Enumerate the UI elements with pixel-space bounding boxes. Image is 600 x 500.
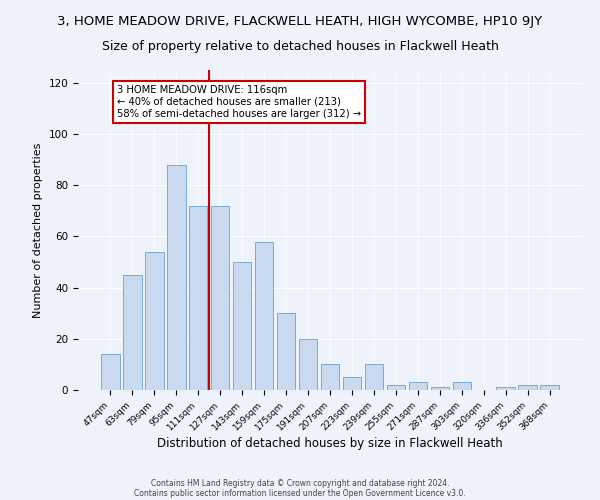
Bar (189, 206, 208, 390)
Bar (299, 339, 317, 390)
X-axis label: Distribution of detached houses by size in Flackwell Heath: Distribution of detached houses by size … (157, 438, 503, 450)
Bar (167, 164, 185, 390)
Bar (277, 313, 295, 390)
Bar (496, 388, 515, 390)
Bar (365, 364, 383, 390)
Bar (409, 382, 427, 390)
Bar (541, 385, 559, 390)
Bar (452, 382, 471, 390)
Text: Contains public sector information licensed under the Open Government Licence v3: Contains public sector information licen… (134, 488, 466, 498)
Bar (123, 275, 142, 390)
Text: Contains HM Land Registry data © Crown copyright and database right 2024.: Contains HM Land Registry data © Crown c… (151, 478, 449, 488)
Bar (233, 262, 251, 390)
Bar (518, 385, 537, 390)
Text: Size of property relative to detached houses in Flackwell Heath: Size of property relative to detached ho… (101, 40, 499, 53)
Bar (211, 206, 229, 390)
Text: 3, HOME MEADOW DRIVE, FLACKWELL HEATH, HIGH WYCOMBE, HP10 9JY: 3, HOME MEADOW DRIVE, FLACKWELL HEATH, H… (58, 15, 542, 28)
Bar (255, 242, 274, 390)
Text: 3 HOME MEADOW DRIVE: 116sqm
← 40% of detached houses are smaller (213)
58% of se: 3 HOME MEADOW DRIVE: 116sqm ← 40% of det… (117, 86, 361, 118)
Bar (386, 385, 405, 390)
Bar (101, 354, 119, 390)
Bar (145, 252, 164, 390)
Bar (431, 388, 449, 390)
Bar (343, 377, 361, 390)
Y-axis label: Number of detached properties: Number of detached properties (33, 142, 43, 318)
Bar (320, 364, 340, 390)
